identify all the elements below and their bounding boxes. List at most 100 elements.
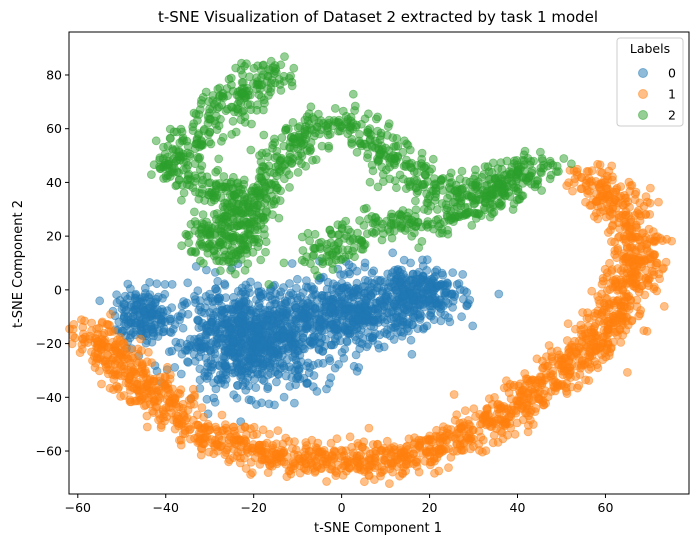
scatter-point [310, 304, 320, 314]
scatter-point [610, 300, 619, 310]
scatter-point [291, 445, 301, 455]
scatter-point [442, 210, 452, 220]
scatter-point [182, 136, 192, 146]
scatter-point [190, 187, 200, 197]
scatter-point [95, 296, 105, 306]
scatter-point [198, 318, 208, 328]
scatter-point [593, 363, 603, 373]
scatter-point [136, 334, 145, 344]
scatter-point [161, 160, 171, 170]
scatter-point [257, 174, 267, 184]
scatter-point [584, 350, 593, 360]
scatter-point [356, 290, 366, 300]
scatter-point [173, 342, 183, 352]
scatter-point [532, 354, 542, 364]
scatter-point [193, 432, 203, 442]
scatter-point [233, 381, 242, 390]
scatter-point [572, 349, 582, 359]
scatter-point [212, 256, 222, 266]
scatter-point [236, 347, 246, 357]
scatter-point [496, 426, 506, 436]
scatter-point [271, 64, 281, 74]
scatter-point [247, 306, 257, 316]
scatter-point [178, 323, 188, 333]
scatter-point [200, 423, 209, 433]
scatter-point [175, 315, 184, 325]
scatter-point [610, 195, 620, 205]
scatter-point [659, 301, 669, 311]
scatter-point [196, 232, 206, 242]
scatter-point [382, 436, 392, 446]
scatter-point [391, 183, 401, 193]
scatter-point [470, 165, 480, 175]
chart-title: t-SNE Visualization of Dataset 2 extract… [158, 8, 598, 26]
scatter-point [417, 148, 427, 158]
scatter-point [292, 274, 302, 284]
scatter-point [255, 342, 265, 352]
scatter-point [149, 408, 159, 418]
scatter-point [310, 229, 320, 239]
scatter-point [285, 381, 295, 391]
scatter-point [443, 193, 452, 203]
scatter-point [511, 408, 521, 418]
scatter-point [142, 388, 152, 398]
scatter-point [127, 382, 137, 392]
scatter-point [97, 379, 106, 389]
scatter-point [287, 259, 297, 268]
scatter-point [218, 132, 228, 142]
scatter-point [183, 309, 193, 319]
scatter-point [108, 370, 118, 379]
scatter-point [172, 180, 182, 190]
scatter-point [608, 221, 617, 231]
scatter-point [471, 412, 481, 421]
scatter-point [253, 324, 263, 334]
scatter-point [398, 469, 408, 479]
scatter-point [149, 328, 158, 338]
scatter-point [411, 183, 421, 193]
scatter-point [640, 290, 650, 300]
scatter-point [474, 189, 484, 199]
scatter-point [478, 435, 488, 445]
scatter-point [182, 180, 192, 189]
scatter-point [198, 210, 208, 220]
scatter-point [525, 378, 534, 388]
scatter-point [422, 265, 432, 275]
scatter-point [305, 236, 315, 246]
scatter-point [498, 434, 508, 444]
scatter-point [448, 268, 458, 278]
scatter-point [359, 477, 369, 487]
scatter-point [158, 327, 168, 337]
scatter-point [452, 446, 462, 456]
scatter-point [210, 296, 220, 306]
scatter-point [450, 197, 460, 207]
scatter-point [261, 247, 270, 257]
scatter-point [584, 376, 594, 385]
scatter-point [619, 231, 629, 241]
scatter-point [391, 218, 401, 228]
scatter-point [393, 266, 402, 276]
scatter-point [368, 166, 378, 176]
scatter-point [638, 228, 648, 238]
scatter-point [202, 326, 212, 336]
scatter-point [180, 300, 190, 310]
scatter-point [634, 284, 644, 294]
scatter-point [544, 341, 554, 350]
scatter-point [494, 289, 504, 299]
scatter-point [343, 457, 353, 467]
scatter-point [183, 278, 193, 288]
scatter-point [203, 111, 213, 121]
scatter-point [288, 458, 298, 468]
scatter-point [261, 237, 271, 247]
scatter-point [252, 84, 262, 94]
scatter-point [307, 282, 316, 292]
scatter-point [603, 190, 613, 200]
scatter-point [151, 136, 161, 146]
scatter-point [345, 432, 355, 442]
scatter-point [446, 452, 456, 462]
scatter-point [70, 333, 80, 343]
scatter-point [77, 315, 86, 325]
scatter-point [213, 329, 223, 338]
scatter-point [380, 456, 390, 466]
scatter-point [160, 279, 170, 289]
x-tick-label: −40 [153, 500, 179, 515]
